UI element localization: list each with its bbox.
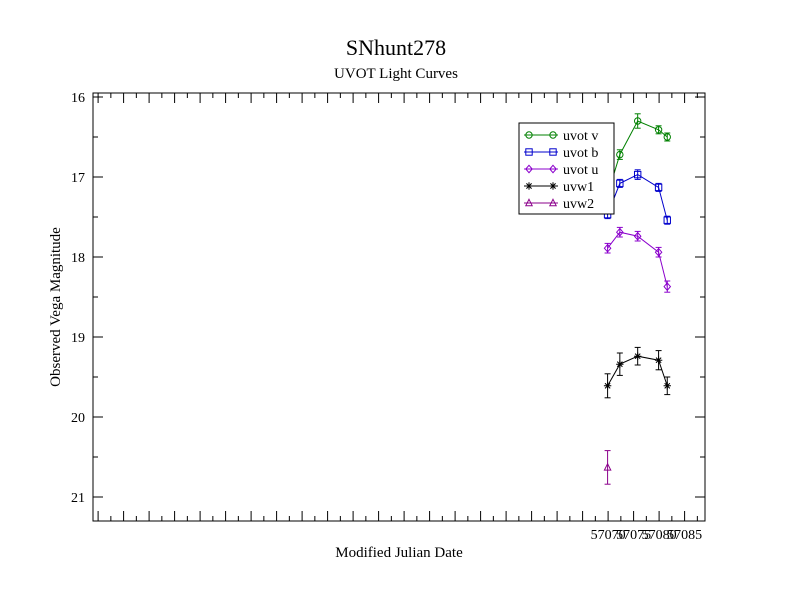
legend-marker: [549, 164, 557, 174]
series-uvw1: [603, 346, 671, 399]
x-tick-label: 57085: [667, 528, 702, 543]
data-point: [654, 247, 663, 257]
data-point: [603, 382, 612, 390]
legend-item: uvw2: [524, 197, 594, 212]
legend-marker: [525, 182, 533, 190]
x-tick-label: 57075: [616, 528, 651, 543]
plot-area-frame: [92, 92, 706, 522]
legend-label: uvot v: [563, 129, 598, 144]
chart-subtitle: UVOT Light Curves: [334, 66, 458, 82]
legend: uvot v uvot b uvot u uvw1 uvw2: [518, 122, 615, 215]
x-tick-label: 57080: [642, 528, 677, 543]
data-point: [633, 117, 642, 125]
legend-item: uvot u: [524, 163, 598, 178]
legend-marker: [525, 131, 533, 139]
series-uvw2: [603, 450, 612, 485]
data-point: [663, 382, 671, 390]
legend-marker: [549, 148, 557, 156]
legend-marker: [549, 182, 557, 190]
legend-marker: [524, 198, 534, 207]
y-tick-label: 21: [71, 491, 85, 506]
x-tick-label: 57070: [591, 528, 626, 543]
data-point: [663, 216, 671, 224]
data-point: [615, 227, 624, 237]
legend-label: uvot b: [563, 146, 598, 161]
legend-item: uvot b: [524, 146, 598, 161]
legend-marker: [549, 131, 557, 139]
data-point: [663, 133, 671, 141]
data-point: [633, 170, 642, 179]
legend-label: uvot u: [563, 163, 598, 178]
data-point: [654, 126, 663, 134]
data-point: [663, 282, 672, 292]
data-point: [603, 462, 612, 471]
y-axis: 16 17 18 19 20 21: [71, 91, 705, 506]
y-tick-label: 16: [71, 91, 85, 106]
data-point: [603, 243, 612, 253]
y-tick-label: 20: [71, 411, 85, 426]
data-point: [616, 150, 624, 159]
y-tick-label: 19: [71, 331, 85, 346]
y-tick-label: 18: [71, 251, 85, 266]
data-point: [654, 183, 663, 192]
chart-title: SNhunt278: [346, 35, 446, 60]
series-uvot-u: [603, 226, 672, 293]
data-point: [654, 356, 663, 364]
legend-label: uvw2: [563, 197, 594, 212]
data-point: [633, 352, 642, 360]
legend-marker: [525, 148, 533, 156]
legend-item: uvot v: [524, 129, 598, 144]
y-tick-label: 17: [71, 171, 85, 186]
data-point: [616, 179, 624, 188]
legend-marker: [525, 164, 533, 174]
legend-items: uvot v uvot b uvot u uvw1 uvw2: [524, 129, 598, 212]
data-point: [633, 231, 642, 241]
y-axis-label: Observed Vega Magnitude: [48, 227, 64, 387]
data-point: [616, 360, 624, 368]
legend-item: uvw1: [524, 180, 594, 195]
legend-marker: [548, 198, 558, 207]
legend-label: uvw1: [563, 180, 594, 195]
x-axis-label: Modified Julian Date: [335, 545, 463, 561]
